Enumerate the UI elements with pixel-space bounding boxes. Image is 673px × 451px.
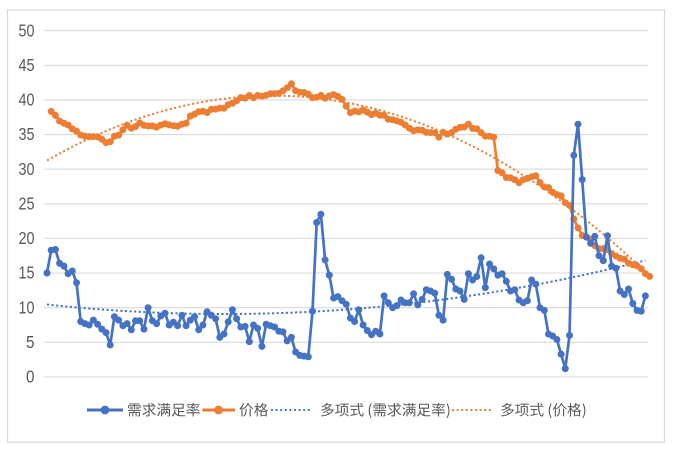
svg-text:0: 0 — [26, 367, 35, 387]
svg-text:10: 10 — [19, 297, 35, 317]
svg-text:50: 50 — [19, 20, 35, 40]
svg-text:15: 15 — [19, 263, 35, 283]
svg-text:20: 20 — [19, 228, 35, 248]
svg-text:30: 30 — [19, 159, 35, 179]
svg-text:25: 25 — [19, 193, 35, 213]
svg-text:5: 5 — [26, 332, 35, 352]
svg-text:35: 35 — [19, 124, 35, 144]
svg-text:45: 45 — [19, 55, 35, 75]
svg-text:40: 40 — [19, 90, 35, 110]
